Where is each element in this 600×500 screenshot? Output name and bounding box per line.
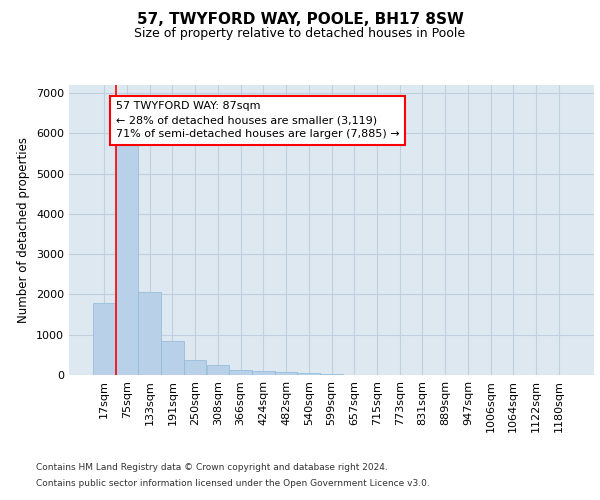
Bar bbox=[275, 372, 298, 375]
Text: Size of property relative to detached houses in Poole: Size of property relative to detached ho… bbox=[134, 28, 466, 40]
Bar bbox=[229, 370, 252, 375]
Bar bbox=[139, 292, 161, 375]
Bar bbox=[93, 302, 116, 375]
Bar bbox=[184, 360, 206, 375]
Text: 57, TWYFORD WAY, POOLE, BH17 8SW: 57, TWYFORD WAY, POOLE, BH17 8SW bbox=[137, 12, 463, 28]
Bar bbox=[116, 144, 139, 375]
Text: Contains HM Land Registry data © Crown copyright and database right 2024.: Contains HM Land Registry data © Crown c… bbox=[36, 464, 388, 472]
Bar bbox=[320, 374, 343, 375]
Text: 57 TWYFORD WAY: 87sqm
← 28% of detached houses are smaller (3,119)
71% of semi-d: 57 TWYFORD WAY: 87sqm ← 28% of detached … bbox=[116, 101, 400, 139]
Y-axis label: Number of detached properties: Number of detached properties bbox=[17, 137, 31, 323]
Text: Contains public sector information licensed under the Open Government Licence v3: Contains public sector information licen… bbox=[36, 478, 430, 488]
Bar bbox=[161, 341, 184, 375]
Bar bbox=[206, 366, 229, 375]
Bar bbox=[252, 371, 275, 375]
Bar bbox=[298, 373, 320, 375]
